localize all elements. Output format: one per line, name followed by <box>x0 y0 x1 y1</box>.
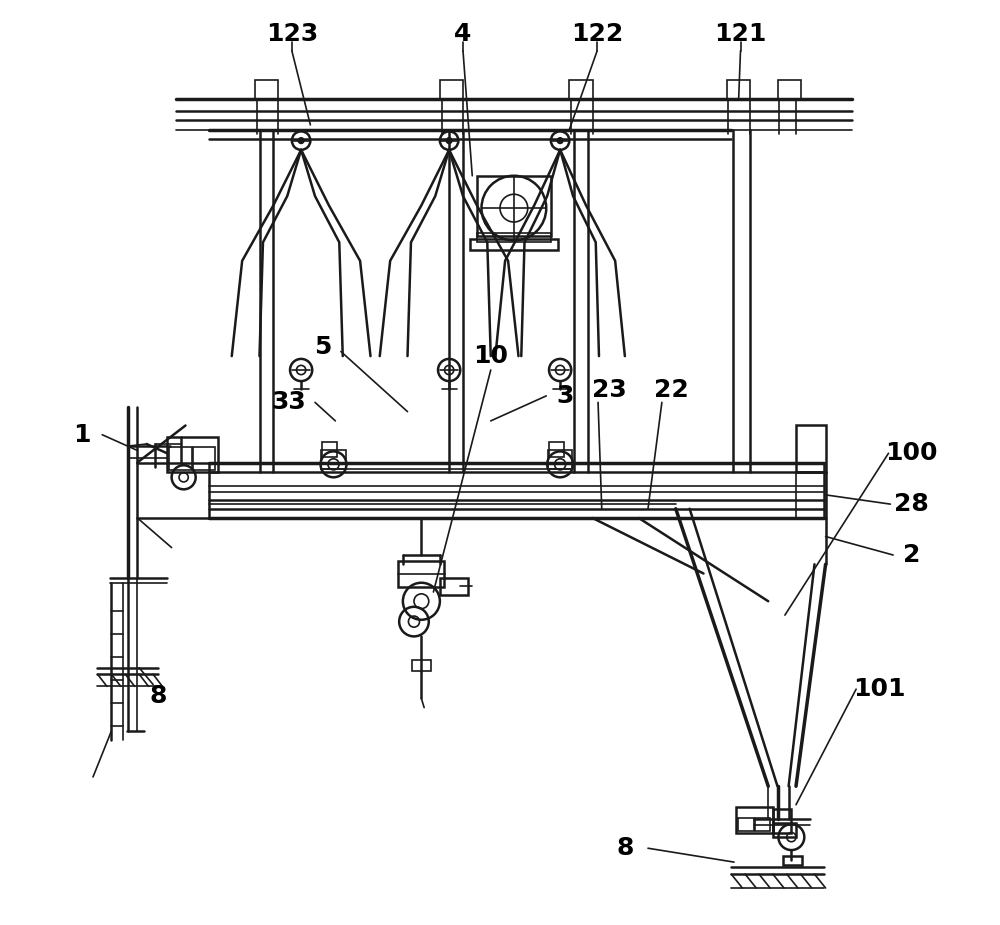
Bar <box>398 561 444 587</box>
Bar <box>255 80 278 99</box>
Bar <box>773 823 796 837</box>
Text: 8: 8 <box>149 684 166 708</box>
Text: 100: 100 <box>885 441 938 465</box>
Bar <box>569 80 592 99</box>
Bar <box>736 807 773 832</box>
Bar <box>783 856 802 865</box>
Bar <box>549 442 564 457</box>
Text: 4: 4 <box>454 22 472 46</box>
Text: 122: 122 <box>571 22 623 46</box>
Text: 10: 10 <box>473 344 508 368</box>
Bar <box>321 450 346 469</box>
Text: 121: 121 <box>714 22 767 46</box>
Text: 101: 101 <box>853 677 906 701</box>
Bar <box>477 176 551 236</box>
Bar <box>548 450 572 469</box>
Bar <box>470 239 558 250</box>
Bar <box>738 818 754 831</box>
Text: 3: 3 <box>556 384 573 408</box>
Bar <box>755 818 770 831</box>
Bar <box>322 442 337 457</box>
Bar <box>440 578 468 595</box>
Circle shape <box>557 138 563 143</box>
Text: 2: 2 <box>903 543 920 567</box>
Text: 33: 33 <box>272 390 306 414</box>
Text: 8: 8 <box>616 836 634 860</box>
Bar <box>440 80 463 99</box>
Bar <box>477 233 551 242</box>
Text: 22: 22 <box>654 378 688 402</box>
Bar <box>169 447 192 470</box>
Circle shape <box>446 138 452 143</box>
Bar <box>796 426 826 472</box>
Bar <box>412 660 431 671</box>
Text: 23: 23 <box>592 378 627 402</box>
Circle shape <box>298 138 304 143</box>
Bar <box>193 447 215 470</box>
Text: 123: 123 <box>266 22 318 46</box>
Text: 1: 1 <box>73 423 91 447</box>
Bar <box>727 80 750 99</box>
Text: 5: 5 <box>314 335 331 359</box>
Bar <box>773 809 791 832</box>
Bar <box>167 437 218 472</box>
Bar <box>778 80 801 99</box>
Text: 28: 28 <box>894 492 929 516</box>
